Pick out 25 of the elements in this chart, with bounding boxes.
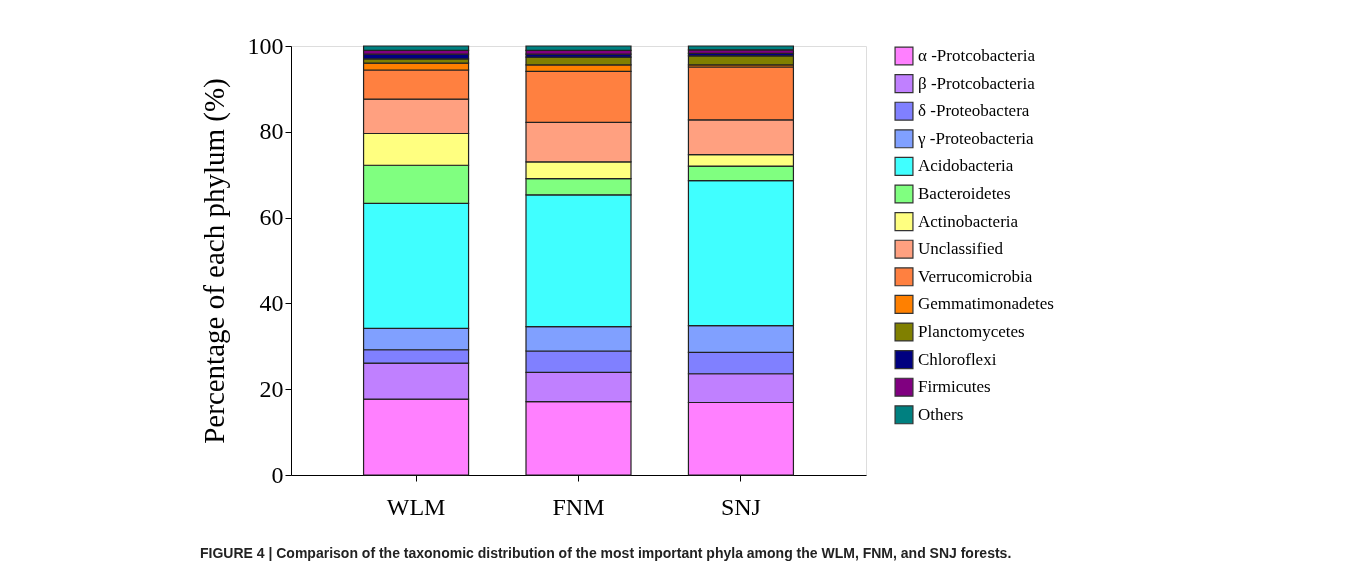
x-tick-label: FNM [552, 493, 605, 520]
legend-label: β -Protcobacteria [918, 73, 1036, 93]
x-tick-label: WLM [386, 493, 446, 520]
legend-label: Firmicutes [918, 377, 991, 397]
y-tick-label: 100 [247, 32, 284, 59]
legend-label: Acidobacteria [918, 156, 1014, 176]
legend-label: Planctomycetes [918, 322, 1025, 341]
legend-label: Unclassified [918, 239, 1004, 259]
y-tick-label: 20 [259, 375, 284, 402]
y-tick-label: 60 [259, 204, 284, 231]
legend-label: δ -Proteobactera [918, 101, 1030, 121]
legend-label: Actinobacteria [918, 211, 1019, 231]
x-tick-label: SNJ [720, 493, 761, 520]
legend-label: Gemmatimonadetes [918, 294, 1054, 314]
legend-label: Bacteroidetes [918, 184, 1011, 203]
legend-label: α -Protcobacteria [918, 46, 1036, 65]
y-tick-label: 40 [259, 289, 284, 316]
legend-label: Others [918, 404, 964, 424]
caption: FIGURE 4 | Comparison of the taxonomic distribution of the most important phyla among the WLM, FNM, and SNJ forests. [200, 545, 1012, 561]
y-tick-label: 80 [259, 118, 284, 145]
legend-label: γ -Proteobacteria [917, 128, 1035, 148]
y-tick-label: 0 [271, 461, 284, 488]
legend-label: Chloroflexi [918, 349, 997, 369]
y-axis-title: Percentage of each phylum (%) [197, 78, 231, 444]
legend-label: Verrucomicrobia [918, 266, 1033, 286]
